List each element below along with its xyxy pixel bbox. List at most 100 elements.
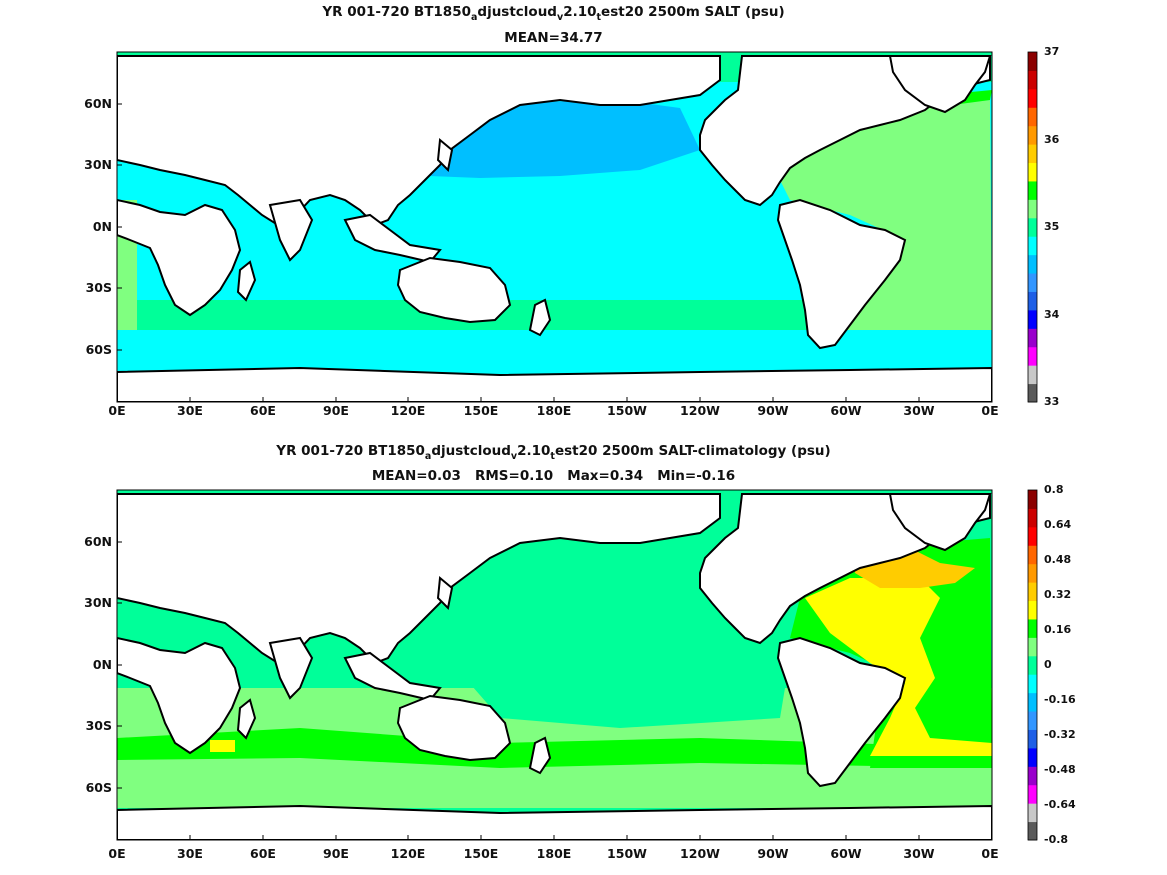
colorbar-swatch xyxy=(1028,821,1037,841)
lon-label: 180E xyxy=(537,403,572,418)
colorbar-swatch xyxy=(1028,346,1037,366)
panel1-colorbar xyxy=(1027,51,1038,403)
colorbar-label: -0.32 xyxy=(1044,728,1076,741)
panel1-title: YR 001-720 BT1850adjustcloudv2.10test20 … xyxy=(322,4,785,23)
lat-label: 0N xyxy=(93,657,112,672)
lon-label: 30W xyxy=(903,846,934,858)
colorbar-swatch xyxy=(1028,162,1037,182)
colorbar-label: 37 xyxy=(1044,45,1059,58)
colorbar-swatch xyxy=(1028,490,1037,509)
colorbar-swatch xyxy=(1028,217,1037,237)
colorbar-swatch xyxy=(1028,70,1037,90)
field-southern-band xyxy=(117,728,992,768)
lon-label: 0E xyxy=(981,846,998,858)
colorbar-swatch xyxy=(1028,784,1037,804)
lon-label: 150W xyxy=(607,846,647,858)
lon-label: 30E xyxy=(177,846,203,858)
colorbar-swatch xyxy=(1028,637,1037,657)
colorbar-label: 0.8 xyxy=(1044,483,1064,496)
field-atlantic-north xyxy=(800,90,992,155)
colorbar-swatch xyxy=(1028,365,1037,385)
colorbar-swatch xyxy=(1028,563,1037,583)
lon-label: 60E xyxy=(250,403,276,418)
lat-label: 60N xyxy=(84,534,112,549)
colorbar-swatch xyxy=(1028,309,1037,329)
colorbar-swatch xyxy=(1028,582,1037,602)
field-atlantic-core xyxy=(805,578,992,756)
lat-label: 60N xyxy=(84,96,112,111)
colorbar-swatch xyxy=(1028,52,1037,71)
lon-label: 180E xyxy=(537,846,572,858)
colorbar-swatch xyxy=(1028,729,1037,749)
lat-label: 60S xyxy=(86,780,112,795)
colorbar-label: 35 xyxy=(1044,220,1059,233)
lon-label: 30W xyxy=(903,403,934,418)
lat-label: 60S xyxy=(86,342,112,357)
colorbar-swatch xyxy=(1028,383,1037,403)
colorbar-swatch xyxy=(1028,674,1037,694)
colorbar-label: 34 xyxy=(1044,308,1060,321)
colorbar-swatch xyxy=(1028,291,1037,311)
colorbar-swatch xyxy=(1028,125,1037,145)
panel1-map: 0E 30E 60E 90E 120E 150E 180E 150W 120W … xyxy=(84,45,1060,418)
lat-label: 30N xyxy=(84,595,112,610)
colorbar-label: 33 xyxy=(1044,395,1059,408)
colorbar-swatch xyxy=(1028,692,1037,712)
colorbar-swatch xyxy=(1028,545,1037,565)
colorbar-label: -0.48 xyxy=(1044,763,1076,776)
colorbar-swatch xyxy=(1028,107,1037,127)
colorbar-swatch xyxy=(1028,600,1037,620)
lon-label: 60W xyxy=(830,403,861,418)
panel2-title: YR 001-720 BT1850adjustcloudv2.10test20 … xyxy=(276,443,831,462)
lon-label: 150W xyxy=(607,403,647,418)
colorbar-label: 0.64 xyxy=(1044,518,1071,531)
colorbar-swatch xyxy=(1028,766,1037,786)
lon-label: 60E xyxy=(250,846,276,858)
colorbar-swatch xyxy=(1028,508,1037,528)
colorbar-swatch xyxy=(1028,144,1037,164)
colorbar-label: 0 xyxy=(1044,658,1052,671)
colorbar-swatch xyxy=(1028,711,1037,730)
lon-label: 90W xyxy=(757,846,788,858)
lon-label: 120W xyxy=(680,403,720,418)
lon-label: 90E xyxy=(323,846,349,858)
colorbar-label: -0.8 xyxy=(1044,833,1068,846)
panel2-colorbar xyxy=(1027,489,1038,841)
lon-label: 150E xyxy=(464,846,499,858)
colorbar-label: -0.64 xyxy=(1044,798,1076,811)
colorbar-swatch xyxy=(1028,199,1037,219)
lon-label: 120W xyxy=(680,846,720,858)
colorbar-swatch xyxy=(1028,803,1037,823)
colorbar-label: -0.16 xyxy=(1044,693,1076,706)
lon-label: 0E xyxy=(981,403,998,418)
lon-label: 150E xyxy=(464,403,499,418)
colorbar-swatch xyxy=(1028,747,1037,767)
lon-label: 0E xyxy=(108,403,125,418)
colorbar-swatch xyxy=(1028,180,1037,200)
lon-label: 30E xyxy=(177,403,203,418)
lat-label: 0N xyxy=(93,219,112,234)
colorbar-swatch xyxy=(1028,236,1037,256)
colorbar-label: 0.16 xyxy=(1044,623,1071,636)
panel1-subtitle: MEAN=34.77 xyxy=(504,30,603,46)
lon-label: 90W xyxy=(757,403,788,418)
lon-label: 0E xyxy=(108,846,125,858)
colorbar-swatch xyxy=(1028,526,1037,546)
colorbar-swatch xyxy=(1028,328,1037,348)
lon-label: 120E xyxy=(391,403,426,418)
lon-label: 60W xyxy=(830,846,861,858)
field-pacific-north xyxy=(430,100,700,178)
lat-label: 30S xyxy=(86,280,112,295)
colorbar-swatch xyxy=(1028,254,1037,274)
colorbar-swatch xyxy=(1028,618,1037,638)
colorbar-swatch xyxy=(1028,273,1037,292)
colorbar-label: 0.32 xyxy=(1044,588,1071,601)
lon-label: 90E xyxy=(323,403,349,418)
panel2-map: 0E 30E 60E 90E 120E 150E 180E 150W 120W … xyxy=(84,483,1076,858)
lat-label: 30S xyxy=(86,718,112,733)
colorbar-swatch xyxy=(1028,655,1037,675)
colorbar-swatch xyxy=(1028,88,1037,108)
colorbar-label: 36 xyxy=(1044,133,1060,146)
colorbar-label: 0.48 xyxy=(1044,553,1071,566)
panel2-subtitle: MEAN=0.03 RMS=0.10 Max=0.34 Min=-0.16 xyxy=(371,468,736,484)
